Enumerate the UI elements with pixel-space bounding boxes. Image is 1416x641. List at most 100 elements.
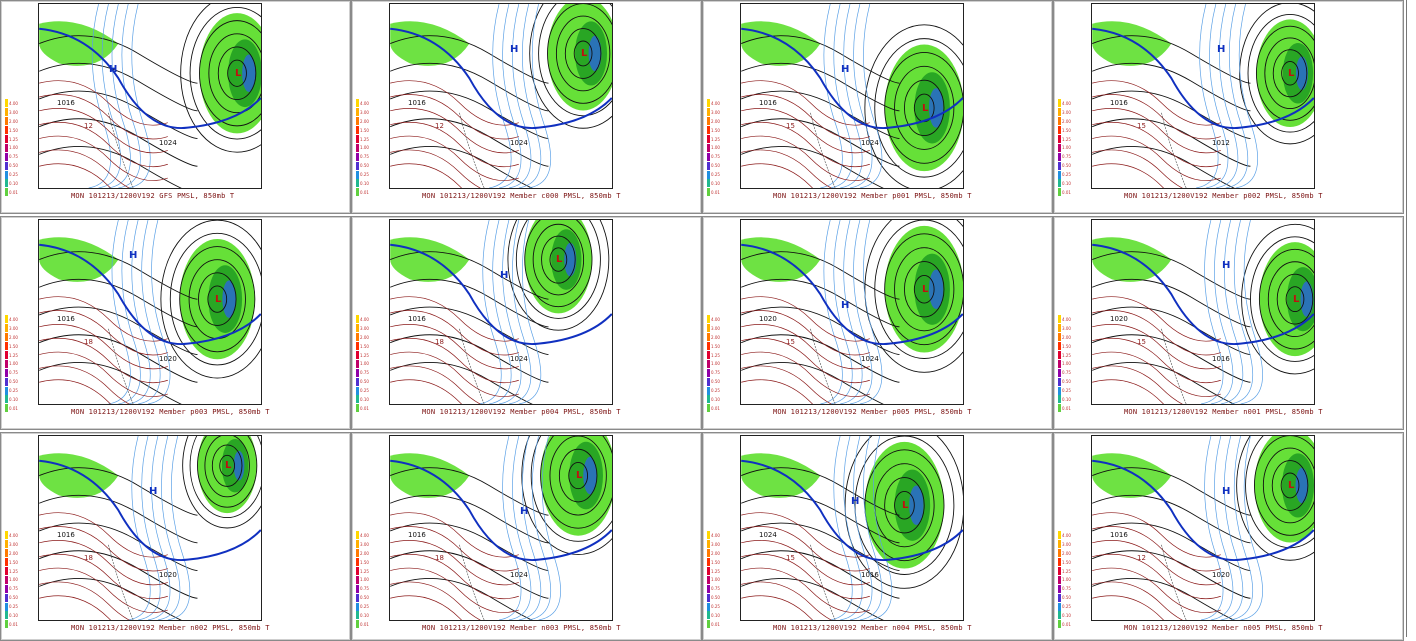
warm-isotherm: [39, 581, 130, 620]
warm-isotherm: [390, 540, 519, 586]
precip-area: [741, 453, 821, 498]
forecast-map: H L 1016 1020 18: [38, 219, 262, 405]
legend-value: 4.00: [9, 532, 18, 538]
legend-swatch: [707, 143, 710, 152]
legend-value: 0.50: [9, 379, 18, 385]
legend-swatch: [5, 567, 8, 575]
legend-swatch: [1058, 99, 1061, 108]
legend-entry: 1.00: [1058, 143, 1074, 152]
cold-isotherm: [849, 436, 873, 620]
warm-isotherm: [741, 595, 814, 620]
isobar-line: [1247, 13, 1314, 133]
legend-value: 0.50: [360, 595, 369, 601]
legend-value: 0.01: [1062, 405, 1071, 411]
legend-swatch: [707, 386, 710, 395]
warm-isotherm: [1092, 163, 1165, 188]
legend-value: 2.00: [360, 550, 369, 556]
legend-value: 0.01: [1062, 189, 1071, 195]
legend-entry: 2.00: [707, 549, 723, 558]
legend-value: 0.10: [360, 612, 369, 618]
forecast-map: H L 1016 1024 18: [389, 219, 613, 405]
precip-heavy: [1300, 281, 1314, 317]
isobar-line: [217, 46, 257, 101]
legend-value: 1.25: [711, 352, 720, 358]
legend-entry: 4.00: [1058, 531, 1074, 540]
legend-value: 0.25: [9, 172, 18, 178]
cold-isotherm: [118, 220, 141, 404]
legend-swatch: [5, 620, 8, 629]
precip-area: [390, 237, 470, 282]
legend-swatch: [707, 342, 710, 351]
warm-isotherm: [39, 135, 168, 181]
cold-isotherm: [157, 436, 181, 620]
cold-isotherm: [1220, 436, 1244, 620]
legend-entry: 0.50: [356, 593, 372, 602]
legend-swatch: [356, 351, 359, 359]
legend-swatch: [356, 143, 359, 152]
isobar-line: [211, 444, 243, 487]
coastline: [810, 328, 836, 404]
legend-entry: 4.00: [5, 99, 21, 108]
legend-entry: 1.00: [707, 575, 723, 584]
legend-entry: 0.75: [5, 584, 21, 593]
legend-swatch: [707, 540, 710, 549]
precip-area: [741, 21, 821, 66]
legend-swatch: [707, 179, 710, 188]
panel-caption: MON 101213/1200V192 Member n002 PMSL, 85…: [71, 624, 270, 632]
warm-isotherm: [390, 163, 463, 188]
legend-swatch: [356, 359, 359, 368]
legend-value: 1.50: [711, 559, 720, 565]
legend-swatch: [707, 575, 710, 584]
temp-value: 12: [435, 122, 444, 130]
legend-swatch: [1058, 135, 1061, 143]
isobar-line: [160, 220, 261, 379]
forecast-map: H L 1016 1024 12: [389, 3, 613, 189]
isobar-line: [741, 35, 900, 84]
legend-entry: 0.75: [707, 584, 723, 593]
low-pressure-label: L: [1288, 480, 1295, 491]
legend-swatch: [1058, 567, 1061, 575]
isobar-line: [884, 52, 963, 164]
isobar-line: [884, 233, 963, 346]
legend-value: 4.00: [711, 100, 720, 106]
legend-swatch: [1058, 342, 1061, 351]
legend-entry: 1.50: [707, 342, 723, 351]
legend-swatch: [5, 386, 8, 395]
legend-value: 1.25: [360, 352, 369, 358]
panel-caption: MON 101213/1200V192 GFS PMSL, 850mb T: [71, 192, 235, 200]
coastline: [1161, 544, 1187, 620]
warm-isotherm: [39, 121, 168, 168]
legend-swatch: [5, 611, 8, 620]
legend-swatch: [707, 549, 710, 558]
panel-caption: MON 101213/1200V192 Member n004 PMSL, 85…: [773, 624, 972, 632]
warm-isotherm: [741, 512, 870, 558]
temp-value: 18: [435, 338, 444, 346]
warm-isotherm: [1092, 526, 1221, 572]
isobar-value: 1024: [861, 139, 879, 147]
warm-isotherm: [39, 310, 168, 356]
low-pressure-label: L: [1293, 294, 1300, 305]
legend-entry: 3.00: [1058, 108, 1074, 117]
legend-swatch: [5, 99, 8, 108]
legend-value: 0.10: [711, 612, 720, 618]
legend-entry: 0.25: [707, 170, 723, 179]
legend-value: 1.00: [1062, 145, 1071, 151]
legend-swatch: [1058, 575, 1061, 584]
legend-swatch: [1058, 188, 1061, 197]
legend-entry: 4.00: [5, 531, 21, 540]
cold-isotherm: [820, 4, 843, 188]
freezing-line: [741, 243, 963, 346]
legend-value: 0.75: [711, 370, 720, 376]
legend-entry: 4.00: [5, 315, 21, 324]
legend-entry: 0.01: [1058, 404, 1074, 413]
isobar-line: [1271, 460, 1309, 511]
legend-swatch: [356, 377, 359, 386]
legend-entry: 0.01: [707, 620, 723, 629]
isobar-value: 1020: [1212, 571, 1230, 579]
legend-value: 1.50: [9, 559, 18, 565]
forecast-panel: 4.00 3.00 2.00 1.50 1.25 1.00 0.75 0.50 …: [702, 216, 1053, 430]
isobar-line: [864, 449, 945, 562]
cold-isotherm: [869, 436, 893, 620]
isobar-line: [564, 28, 602, 79]
